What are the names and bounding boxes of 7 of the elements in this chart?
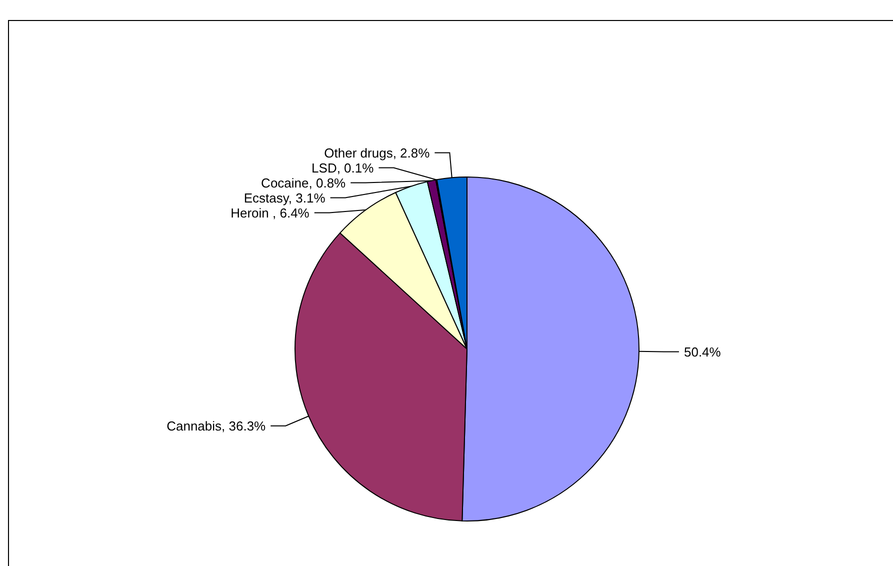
slice-label: Ecstasy, 3.1% (244, 190, 326, 206)
slice-label: Heroin , 6.4% (230, 205, 310, 220)
slice-label: Cocaine, 0.8% (261, 175, 346, 190)
slice-label: Other drugs, 2.8% (324, 145, 430, 160)
slice-label: LSD, 0.1% (312, 160, 374, 176)
slice-label: Cannabis, 36.3% (166, 418, 266, 434)
data-label: 50.4% (684, 344, 722, 360)
